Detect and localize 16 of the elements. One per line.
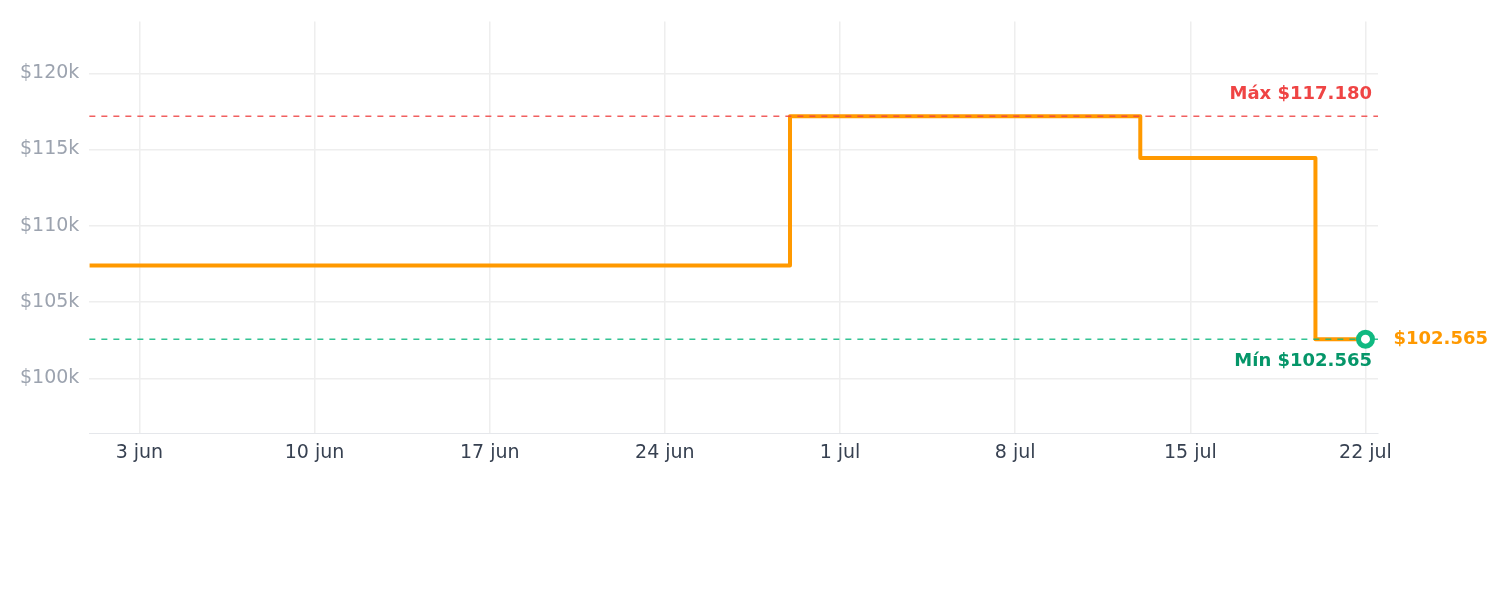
x-tick-label: 10 jun — [284, 439, 345, 462]
x-tick-label: 17 jun — [459, 439, 520, 462]
x-tick-label: 3 jun — [115, 439, 164, 462]
y-tick-label: $100k — [20, 365, 80, 388]
ref-line-label: Mín $102.565 — [1234, 348, 1372, 370]
x-tick-label: 8 jul — [994, 439, 1036, 462]
x-tick-label: 1 jul — [819, 439, 861, 462]
y-tick-label: $105k — [20, 288, 80, 311]
y-tick-label: $110k — [20, 212, 80, 235]
x-tick-label: 24 jun — [635, 439, 695, 462]
x-tick-label: 15 jul — [1163, 439, 1217, 462]
x-tick-label: 22 jul — [1339, 439, 1392, 462]
y-tick-label: $115k — [20, 136, 80, 159]
annotation: $102.565 — [1393, 326, 1488, 348]
y-tick-label: $120k — [20, 60, 80, 83]
ref-line-label: Máx $117.180 — [1229, 81, 1372, 103]
